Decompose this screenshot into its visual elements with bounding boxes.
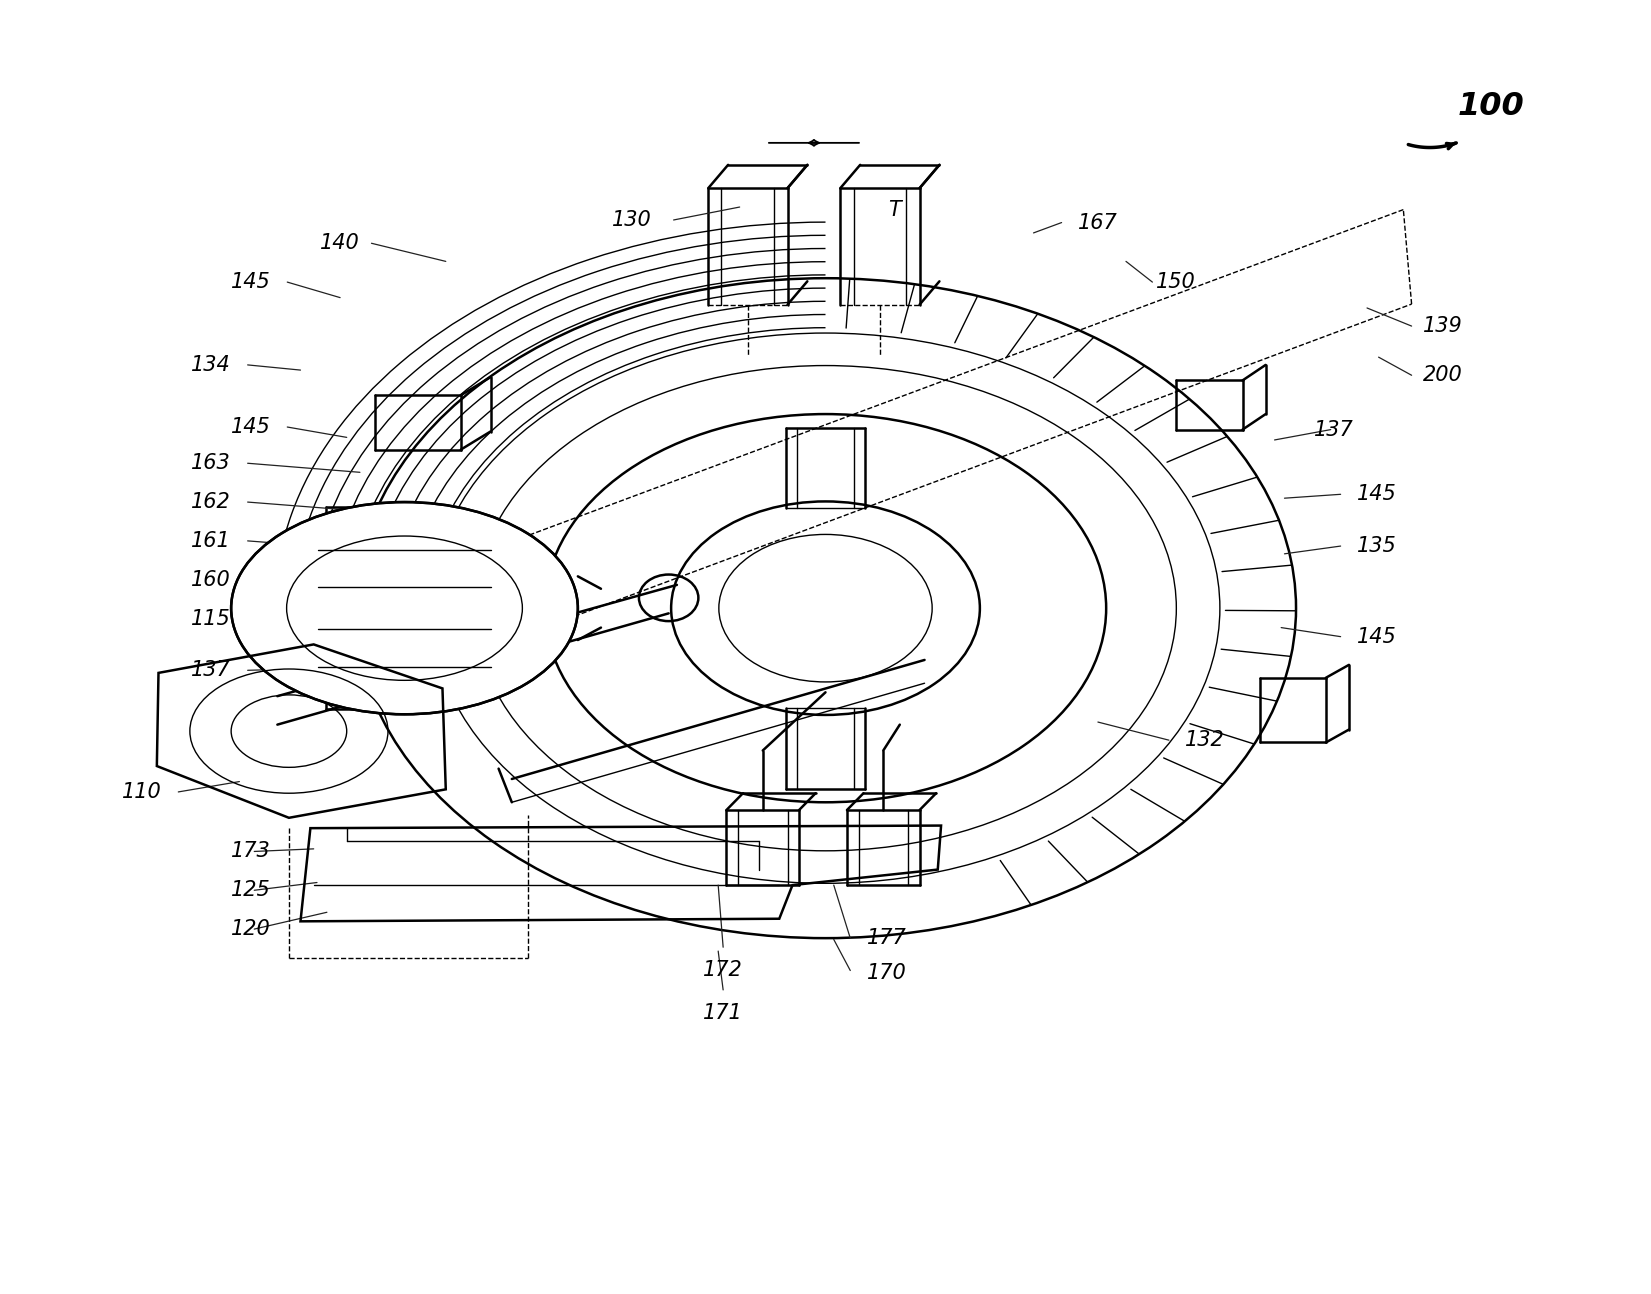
Text: 139: 139	[1423, 316, 1463, 336]
Text: 110: 110	[122, 782, 162, 802]
Text: 161: 161	[192, 531, 231, 551]
Text: 145: 145	[1357, 484, 1397, 505]
Text: 137: 137	[1314, 419, 1354, 440]
Ellipse shape	[231, 502, 578, 714]
Text: 132: 132	[1185, 730, 1225, 751]
Text: 167: 167	[1078, 212, 1118, 233]
Text: 160: 160	[192, 569, 231, 590]
Text: 162: 162	[192, 492, 231, 512]
Text: 172: 172	[703, 960, 743, 980]
Text: 170: 170	[867, 963, 906, 983]
Text: 130: 130	[613, 210, 652, 230]
Text: 145: 145	[1357, 626, 1397, 647]
Text: 171: 171	[703, 1003, 743, 1022]
Text: 145: 145	[231, 417, 271, 437]
Text: 140: 140	[320, 233, 360, 254]
Text: 200: 200	[1423, 365, 1463, 386]
Text: 100: 100	[1458, 91, 1524, 122]
Text: 137: 137	[192, 660, 231, 681]
Text: 115: 115	[192, 608, 231, 629]
Text: 177: 177	[867, 928, 906, 949]
Text: 135: 135	[1357, 536, 1397, 556]
Text: 125: 125	[231, 880, 271, 901]
Text: 120: 120	[231, 919, 271, 939]
Text: 163: 163	[192, 453, 231, 474]
Text: 145: 145	[231, 272, 271, 292]
Text: 173: 173	[231, 841, 271, 862]
Text: 150: 150	[1156, 272, 1195, 292]
Text: T: T	[888, 199, 901, 220]
Text: 134: 134	[192, 355, 231, 375]
